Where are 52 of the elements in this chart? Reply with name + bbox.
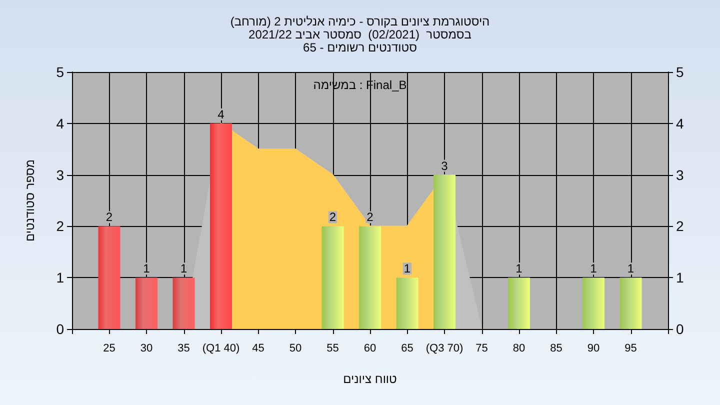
x-tick-label: 30 [140,342,153,354]
y-tick-label: 5 [56,64,64,80]
data-label: 1 [590,262,598,276]
x-tick-label: 90 [587,342,600,354]
bar [322,226,344,329]
bar [508,278,530,329]
y-tick-label: 4 [56,115,64,132]
data-label: 4 [218,107,225,122]
y2-tick-label: 2 [676,218,684,234]
bar [582,278,604,329]
y2-tick-label: 0 [676,321,684,337]
bar [434,174,456,329]
y2-tick-label: 4 [676,115,684,132]
y-tick-label: 3 [56,166,64,183]
x-tick-label: 60 [364,342,376,354]
y-axis-title: מספר סטודנטים [23,159,37,242]
x-tick-label: 85 [550,342,562,354]
bar [210,123,232,329]
y2-tick-label: 3 [676,166,684,183]
bar [172,278,195,329]
x-axis-title: טווח ציונים [343,372,398,386]
x-tick-label: 45 [252,342,264,354]
y-tick-label: 0 [56,321,64,337]
chart-title: היסטוגרמת ציונים בקורס - כימיה אנליטית 2 (מורחב) בסמסטר (02/2021) סמסטר אביב 2021/22 סטודנטים רשומים - 65 [230,14,490,54]
x-tick-label: 75 [476,342,488,354]
x-tick-label: 50 [289,342,302,354]
x-tick-label: 80 [512,342,526,354]
data-label: 1 [627,262,634,276]
data-label: 2 [106,210,113,224]
bar [136,278,158,329]
x-tick-label: 35 [178,342,190,354]
bar [620,278,642,329]
bar [396,278,418,329]
data-label: 1 [143,262,150,276]
x-tick-label: 25 [103,342,116,354]
bar [98,226,120,329]
x-tick-label: (Q3 70) [426,342,464,354]
data-label: 1 [404,262,411,276]
y2-tick-label: 1 [676,270,684,286]
x-tick-label: 95 [624,342,637,354]
y2-tick-label: 5 [676,64,684,80]
data-label: 3 [441,158,448,173]
data-label: 1 [180,262,188,276]
data-label: 2 [366,210,374,224]
data-label: 2 [329,210,336,224]
x-tick-label: 55 [326,342,339,354]
x-tick-label: 65 [401,342,414,354]
bar [359,226,381,329]
data-label: 1 [516,262,523,276]
y-tick-label: 1 [56,270,64,286]
y-tick-label: 2 [56,218,64,234]
x-tick-label: (Q1 40) [202,342,240,354]
